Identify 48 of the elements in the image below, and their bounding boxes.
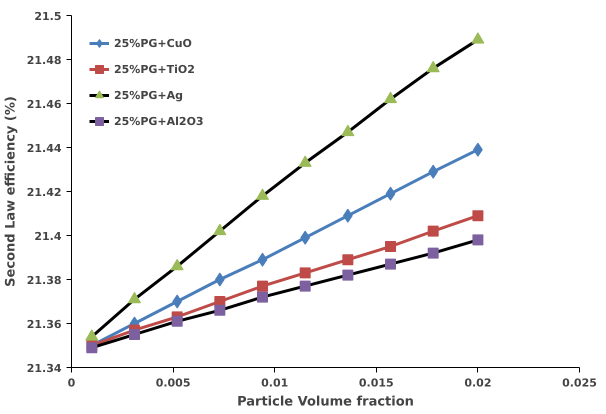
x-tick-label: 0.01 [261, 376, 288, 390]
point [128, 329, 140, 340]
y-axis-title: Second Law efficiency (%) [4, 96, 19, 287]
point [86, 342, 98, 354]
x-tick-label: 0 [68, 376, 76, 390]
legend-label: 25%PG+Al2O3 [114, 114, 204, 128]
point [172, 316, 183, 327]
point [385, 258, 396, 270]
point [384, 92, 398, 104]
point [213, 224, 226, 236]
y-tick-label: 21.44 [26, 142, 62, 155]
y-tick-label: 21.48 [26, 54, 62, 67]
point [298, 155, 312, 167]
point [256, 188, 270, 200]
x-tick-label: 0.02 [464, 376, 492, 390]
point [472, 210, 484, 222]
x-tick-label: 0.015 [358, 376, 394, 390]
y-tick-label: 21.36 [26, 318, 62, 331]
x-tick-label: 0.005 [156, 376, 190, 390]
point [300, 230, 310, 245]
point [428, 164, 438, 179]
x-axis-title: Particle Volume fraction [237, 394, 414, 410]
point [428, 226, 439, 237]
point [428, 248, 439, 259]
point [342, 270, 354, 281]
point [214, 304, 226, 316]
y-tick-label: 21.4 [34, 230, 62, 243]
point [342, 254, 354, 266]
legend-label: 25%PG+TiO2 [114, 62, 195, 76]
point [341, 124, 354, 136]
y-tick-label: 21.46 [26, 98, 62, 111]
y-tick-label: 21.38 [26, 274, 62, 287]
y-tick-label: 21.34 [26, 362, 62, 375]
y-tick-label: 21.5 [34, 10, 62, 23]
point [257, 280, 268, 292]
legend-label: 25%PG+CuO [114, 36, 192, 50]
point [426, 60, 440, 72]
point [300, 267, 311, 278]
point [385, 241, 396, 252]
point [471, 32, 484, 44]
point [215, 272, 225, 286]
point [472, 234, 484, 246]
x-tick-label: 0.025 [562, 376, 597, 390]
point [300, 280, 311, 292]
point [172, 294, 182, 308]
point [257, 292, 268, 303]
legend-label: 25%PG+Ag [114, 88, 184, 102]
y-tick-label: 21.42 [26, 186, 62, 199]
